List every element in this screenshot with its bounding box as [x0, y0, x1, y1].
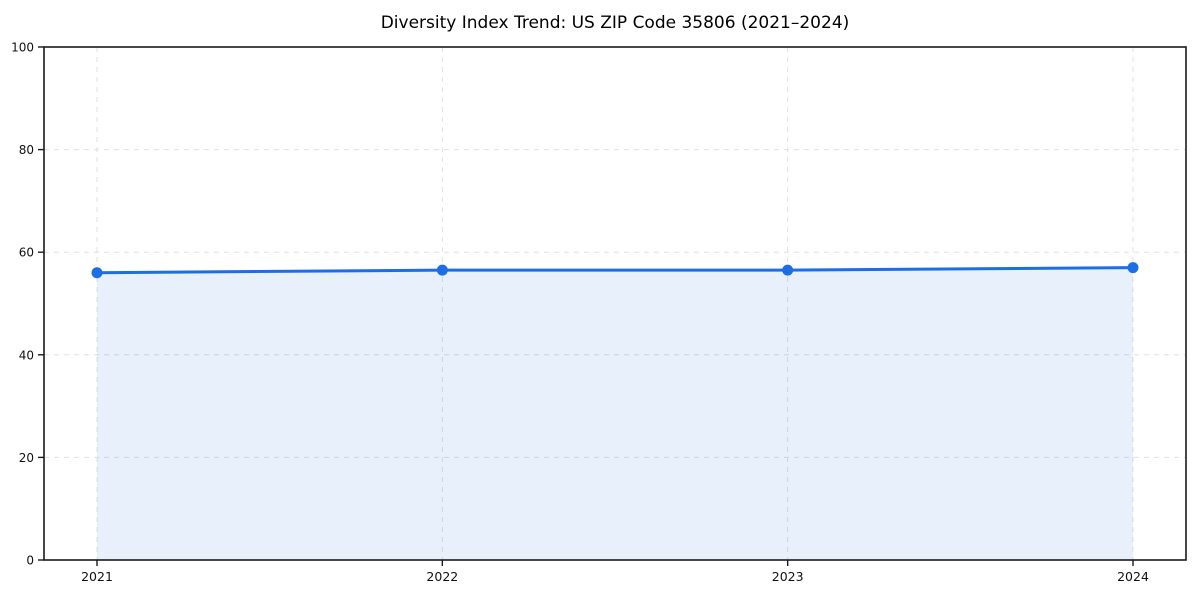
y-tick-label-60: 60	[19, 246, 34, 260]
x-tick-label-2023: 2023	[772, 569, 804, 584]
x-tick-label-2021: 2021	[81, 569, 113, 584]
x-tick-label-2022: 2022	[426, 569, 458, 584]
data-point-2021	[91, 267, 103, 279]
y-tick-label-40: 40	[19, 348, 34, 362]
plot-border	[43, 46, 1187, 561]
area-fill	[97, 267, 1133, 560]
data-point-2024	[1127, 262, 1139, 274]
data-point-2023	[782, 264, 794, 276]
chart-title: Diversity Index Trend: US ZIP Code 35806…	[380, 13, 850, 33]
y-tick-label-80: 80	[19, 143, 34, 157]
x-tick-label-2024: 2024	[1117, 569, 1149, 584]
trend-line	[95, 266, 1135, 275]
y-tick-label-20: 20	[19, 451, 34, 465]
data-point-2022	[436, 264, 448, 276]
y-tick-label-100: 100	[11, 41, 34, 55]
y-tick-label-0: 0	[26, 554, 34, 568]
